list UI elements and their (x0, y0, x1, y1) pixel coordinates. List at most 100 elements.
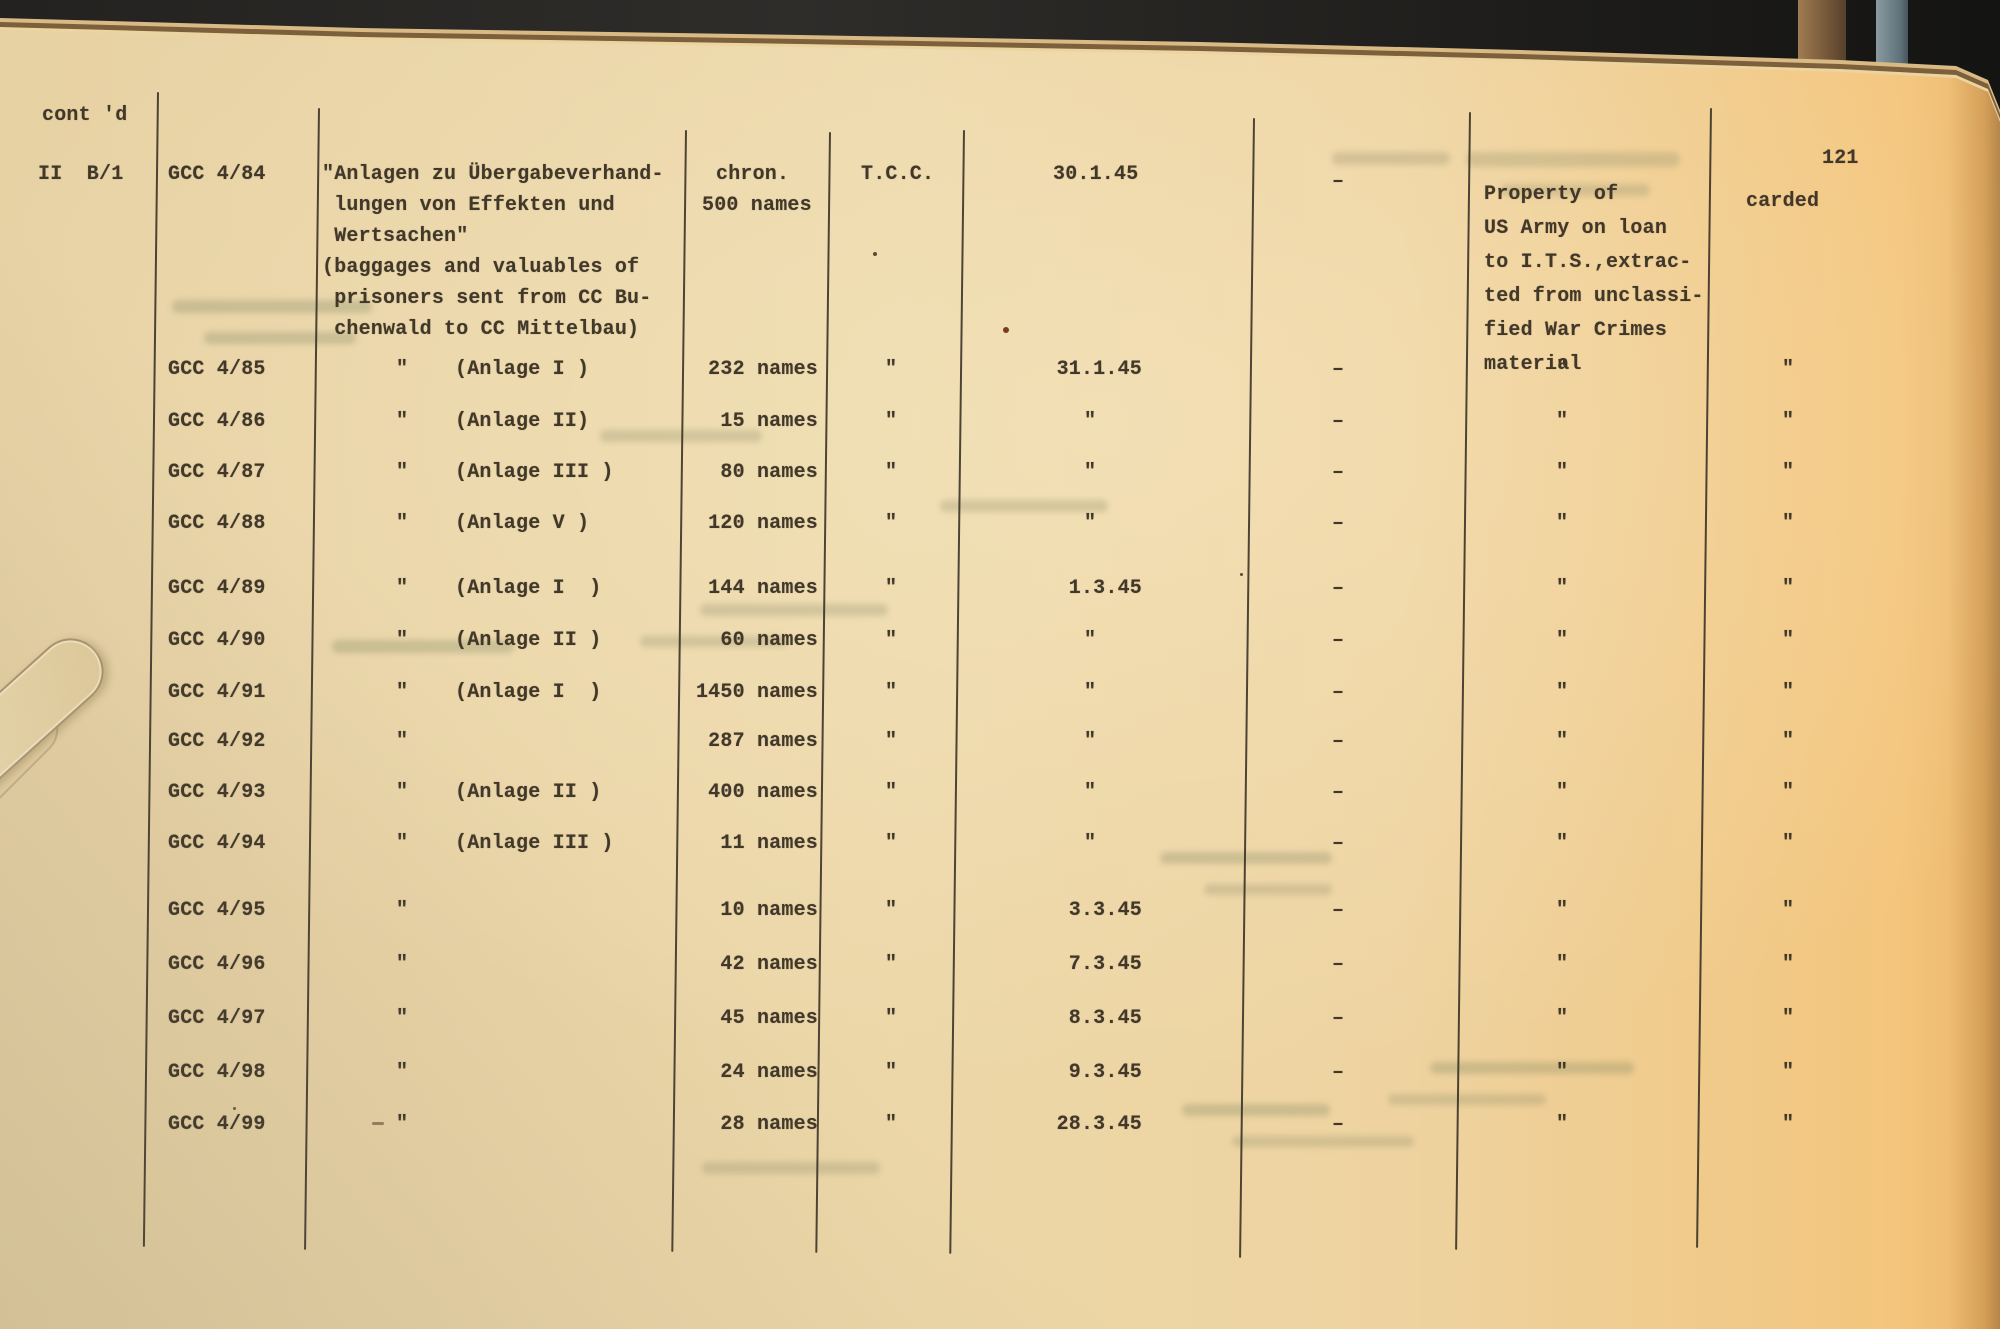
cell-remark-ditto: " (1556, 358, 1569, 381)
cell-date: 31.1.45 (1056, 358, 1142, 381)
cell-status-ditto: " (1782, 953, 1795, 976)
cell-names-count: 232 names (708, 358, 818, 381)
cell-remark-ditto: " (1556, 1061, 1569, 1084)
cell-code: GCC 4/90 (168, 629, 266, 652)
ink-speck (873, 252, 877, 256)
cell-annex: (Anlage III ) (455, 832, 614, 855)
description-line: prisoners sent from CC Bu- (322, 287, 652, 310)
cell-code: GCC 4/95 (168, 899, 266, 922)
cell-code: GCC 4/99 (168, 1113, 266, 1136)
table-row: GCC 4/88 " (Anlage V ) 120 names " " – " " (0, 512, 2000, 538)
bleed-through-smudge (940, 500, 1108, 512)
cell-date: " (1084, 461, 1097, 484)
cell-date: " (1084, 681, 1097, 704)
cell-names-count: 24 names (720, 1061, 818, 1084)
bleed-through-smudge (702, 1162, 880, 1174)
cell-status-ditto: " (1782, 512, 1795, 535)
cell-annex: (Anlage I ) (455, 358, 590, 381)
cell-code: GCC 4/85 (168, 358, 266, 381)
table-row: GCC 4/85 " (Anlage I ) 232 names " 31.1.45 – " " (0, 358, 2000, 384)
cell-code: GCC 4/92 (168, 730, 266, 753)
bleed-through-smudge (1160, 852, 1332, 864)
cell-status-ditto: " (1782, 730, 1795, 753)
bleed-through-smudge (204, 332, 356, 344)
cell-annex: (Anlage II) (455, 410, 590, 433)
remarks-line: to I.T.S.,extrac- (1484, 251, 1692, 274)
cell-names-count: 144 names (708, 577, 818, 600)
cell-names-count: 400 names (708, 781, 818, 804)
table-row: GCC 4/99 " 28 names " 28.3.45 – " " (0, 1113, 2000, 1139)
description-line: chenwald to CC Mittelbau) (322, 318, 640, 341)
cell-organization-ditto: " (885, 953, 898, 976)
cell-code: GCC 4/98 (168, 1061, 266, 1084)
remarks-line: material (1484, 353, 1582, 376)
cell-code: GCC 4/94 (168, 832, 266, 855)
cell-names-count: 45 names (720, 1007, 818, 1030)
cell-code: GCC 4/91 (168, 681, 266, 704)
remarks-line: US Army on loan (1484, 217, 1668, 240)
record-date: 30.1.45 (1053, 163, 1139, 186)
names-count: 500 names (702, 194, 812, 217)
table-row: GCC 4/90 " (Anlage II ) 60 names " " – " " (0, 629, 2000, 655)
bleed-through-smudge (640, 636, 788, 647)
cell-status-ditto: " (1782, 577, 1795, 600)
cell-description-ditto: " (396, 730, 409, 753)
cell-remark-ditto: " (1556, 577, 1569, 600)
cell-description-ditto: " (396, 1007, 409, 1030)
ink-speck (1003, 327, 1009, 333)
cell-remark-ditto: " (1556, 410, 1569, 433)
cell-code: GCC 4/89 (168, 577, 266, 600)
cell-status-ditto: " (1782, 681, 1795, 704)
table-row: GCC 4/95 " 10 names " 3.3.45 – " " (0, 899, 2000, 925)
cell-organization-ditto: " (885, 832, 898, 855)
cell-remark-ditto: " (1556, 730, 1569, 753)
cell-description-ditto: " (396, 832, 409, 855)
cell-dash: – (1332, 1061, 1345, 1084)
cell-remark-ditto: " (1556, 953, 1569, 976)
ink-speck (233, 1107, 236, 1110)
cell-dash: – (1332, 781, 1345, 804)
cell-status-ditto: " (1782, 1007, 1795, 1030)
cell-dash: – (1332, 461, 1345, 484)
cell-names-count: 42 names (720, 953, 818, 976)
cell-date: " (1084, 512, 1097, 535)
cell-date: " (1084, 410, 1097, 433)
cell-description-ditto: " (396, 953, 409, 976)
cell-dash: – (1332, 629, 1345, 652)
cell-date: " (1084, 781, 1097, 804)
cell-description-ditto: " (396, 781, 409, 804)
cell-status-ditto: " (1782, 832, 1795, 855)
cell-remark-ditto: " (1556, 1007, 1569, 1030)
cell-code: GCC 4/96 (168, 953, 266, 976)
dash-mark: – (1332, 170, 1345, 193)
cell-code: GCC 4/88 (168, 512, 266, 535)
cell-organization-ditto: " (885, 629, 898, 652)
cell-description-ditto: " (396, 1113, 409, 1136)
cell-date: 9.3.45 (1068, 1061, 1142, 1084)
cell-date: 3.3.45 (1068, 899, 1142, 922)
cell-annex: (Anlage V ) (455, 512, 590, 535)
cell-remark-ditto: " (1556, 899, 1569, 922)
cell-code: GCC 4/87 (168, 461, 266, 484)
remarks-line: fied War Crimes (1484, 319, 1668, 342)
cell-description-ditto: " (396, 461, 409, 484)
remarks-line: Property of (1484, 183, 1619, 206)
cell-annex: (Anlage II ) (455, 781, 602, 804)
cell-description-ditto: " (396, 681, 409, 704)
description-line: Wertsachen" (322, 225, 469, 248)
cell-annex: (Anlage II ) (455, 629, 602, 652)
cell-organization-ditto: " (885, 1061, 898, 1084)
cell-code: GCC 4/97 (168, 1007, 266, 1030)
bleed-through-smudge (1332, 152, 1450, 165)
table-row: GCC 4/92 " 287 names " " – " " (0, 730, 2000, 756)
table-row: GCC 4/93 " (Anlage II ) 400 names " " – " " (0, 781, 2000, 807)
cell-description-ditto: " (396, 899, 409, 922)
table-row: GCC 4/94 " (Anlage III ) 11 names " " – " " (0, 832, 2000, 858)
pencil-mark (372, 1122, 384, 1125)
cell-organization-ditto: " (885, 899, 898, 922)
table-row: GCC 4/98 " 24 names " 9.3.45 – " " (0, 1061, 2000, 1087)
cell-names-count: 60 names (720, 629, 818, 652)
carded-status: carded (1746, 190, 1820, 213)
